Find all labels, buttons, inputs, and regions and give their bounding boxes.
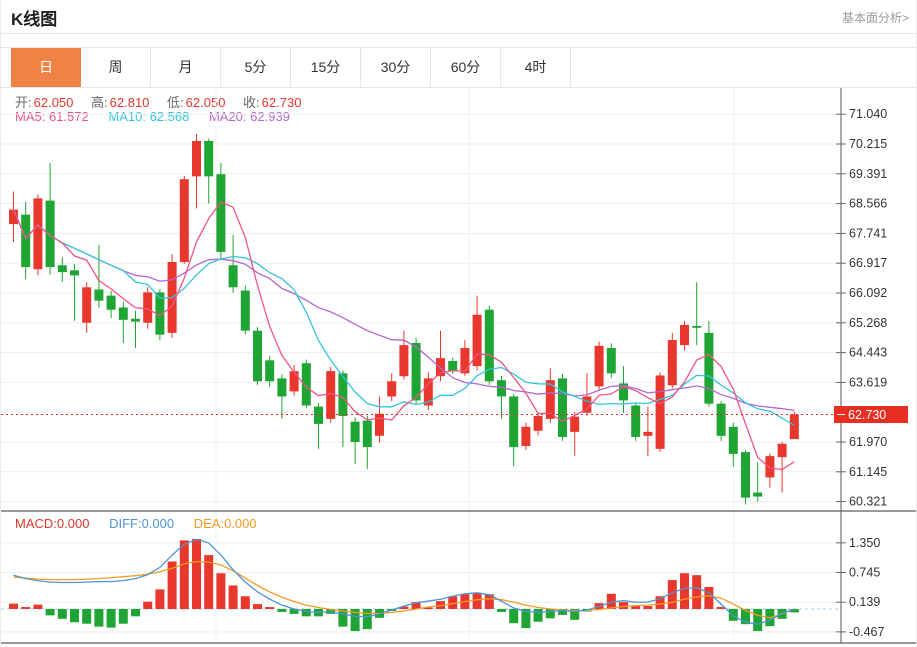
dea-value: 0.000 xyxy=(224,516,257,531)
low-label: 低: xyxy=(167,95,184,110)
svg-text:60.321: 60.321 xyxy=(849,495,887,509)
open-label: 开: xyxy=(15,95,32,110)
ma5-label: MA5: xyxy=(15,109,46,124)
svg-text:68.566: 68.566 xyxy=(849,197,887,211)
tab-5分[interactable]: 5分 xyxy=(221,48,291,87)
svg-text:0.139: 0.139 xyxy=(849,595,880,609)
macd-value: 0.000 xyxy=(56,516,90,531)
macd-info-row: MACD:0.000 DIFF:0.000 DEA:0.000 xyxy=(15,516,257,531)
svg-text:71.040: 71.040 xyxy=(849,107,887,121)
svg-text:66.092: 66.092 xyxy=(849,286,887,300)
tab-月[interactable]: 月 xyxy=(151,48,221,87)
high-label: 高: xyxy=(91,95,108,110)
ma10-label: MA10: xyxy=(108,109,146,124)
tab-日[interactable]: 日 xyxy=(11,48,81,87)
kline-chart: 71.040 70.215 69.391 68.566 67.741 66.917 66.0… xyxy=(1,88,916,644)
tab-4时[interactable]: 4时 xyxy=(501,48,571,87)
svg-text:62.730: 62.730 xyxy=(848,408,886,422)
fundamental-analysis-link[interactable]: 基本面分析> xyxy=(841,11,909,25)
ma5-value: 61.572 xyxy=(48,109,89,124)
svg-text:67.741: 67.741 xyxy=(849,226,887,240)
svg-text:-0.467: -0.467 xyxy=(849,625,884,639)
close-label: 收: xyxy=(243,95,260,110)
ma20-value: 62.939 xyxy=(250,109,290,124)
open-value: 62.050 xyxy=(33,95,74,110)
ma10-value: 62.568 xyxy=(149,109,190,124)
ohlc-info-row: 开: 62.050 高: 62.810 低: 62.050 收: 62.730 xyxy=(15,92,315,111)
svg-text:65.268: 65.268 xyxy=(849,316,887,330)
svg-text:70.215: 70.215 xyxy=(849,137,887,151)
tab-15分[interactable]: 15分 xyxy=(291,48,361,87)
high-value: 62.810 xyxy=(109,95,150,110)
svg-text:61.145: 61.145 xyxy=(849,465,887,479)
macd-label: MACD: xyxy=(15,516,57,531)
diff-label: DIFF: xyxy=(109,516,142,531)
page-title: K线图 xyxy=(11,10,58,29)
svg-text:61.970: 61.970 xyxy=(849,435,887,449)
tab-30分[interactable]: 30分 xyxy=(361,48,431,87)
svg-text:1.350: 1.350 xyxy=(849,536,880,550)
svg-text:69.391: 69.391 xyxy=(849,167,887,181)
low-value: 62.050 xyxy=(185,95,226,110)
tab-60分[interactable]: 60分 xyxy=(431,48,501,87)
ma20-label: MA20: xyxy=(208,109,247,124)
ma-info-row: MA5: 61.572 MA10: 62.568 MA20: 62.939 xyxy=(15,109,290,124)
period-tabs: 日周月 5分 15分 30分 60分 4时 xyxy=(1,47,916,88)
svg-text:0.745: 0.745 xyxy=(849,565,880,579)
close-value: 62.730 xyxy=(261,95,302,110)
svg-text:66.917: 66.917 xyxy=(849,256,887,270)
title-divider xyxy=(1,33,916,34)
svg-text:64.443: 64.443 xyxy=(849,346,887,360)
dea-label: DEA: xyxy=(193,516,225,531)
diff-value: 0.000 xyxy=(141,516,175,531)
tab-周[interactable]: 周 xyxy=(81,48,151,87)
current-price-tag xyxy=(834,406,908,424)
svg-text:63.619: 63.619 xyxy=(849,375,887,389)
